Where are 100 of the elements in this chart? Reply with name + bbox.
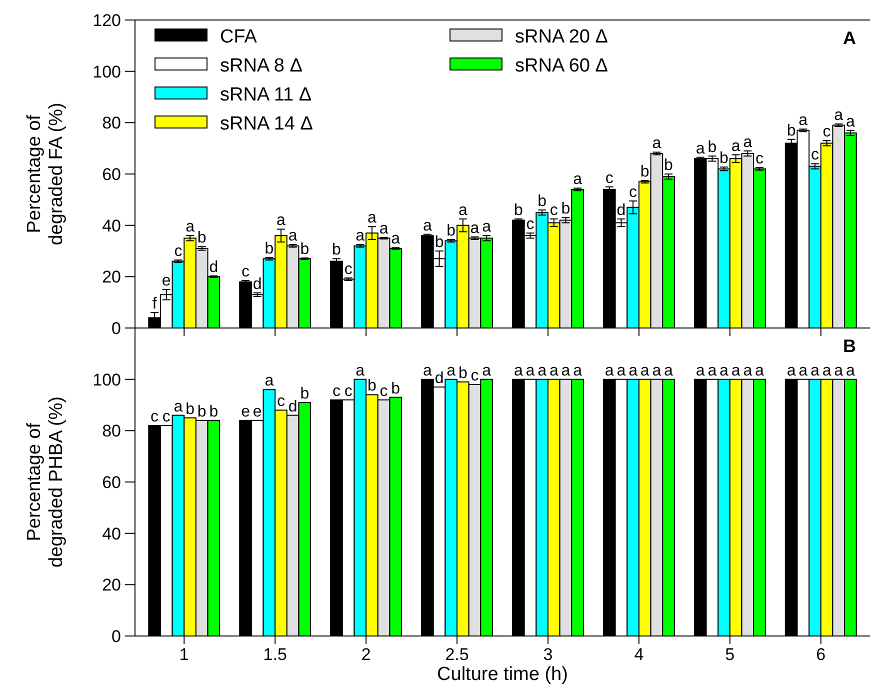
- data-label: a: [526, 362, 535, 380]
- x-tick-label: 4: [634, 645, 644, 664]
- legend-label: CFA: [220, 26, 258, 48]
- data-label: a: [573, 171, 582, 188]
- data-label: c: [550, 202, 558, 219]
- data-label: c: [162, 408, 170, 426]
- data-label: a: [652, 135, 662, 152]
- data-label: a: [379, 220, 388, 238]
- y-axis-title: Percentage of degraded FA (%): [24, 102, 67, 246]
- data-label: c: [629, 184, 638, 201]
- y-tick-label: 60: [102, 472, 121, 492]
- x-tick-label: 2.5: [445, 645, 469, 664]
- data-label: c: [332, 382, 340, 400]
- data-label: a: [798, 362, 808, 380]
- x-axis-title: Culture time (h): [437, 664, 568, 685]
- data-label: f: [152, 296, 158, 313]
- data-label: a: [652, 362, 662, 380]
- data-label: a: [640, 362, 650, 380]
- y-tick-label: 120: [92, 10, 121, 30]
- x-tick-label: 6: [816, 645, 826, 664]
- data-label: b: [434, 234, 444, 251]
- data-label: b: [786, 122, 796, 140]
- legend-label: sRNA 14 Δ: [220, 114, 314, 135]
- y-tick-label: 100: [92, 370, 121, 390]
- data-label: c: [810, 146, 819, 164]
- data-label: b: [197, 403, 206, 420]
- data-label: a: [755, 362, 764, 380]
- data-label: d: [209, 258, 218, 276]
- data-label: d: [434, 370, 444, 388]
- y-tick-label: 80: [102, 422, 121, 441]
- data-label: a: [786, 362, 796, 380]
- data-label: d: [616, 202, 626, 219]
- data-label: c: [344, 382, 352, 400]
- data-label: a: [720, 362, 729, 380]
- data-label: a: [356, 362, 365, 380]
- y-tick-label: 0: [112, 318, 121, 338]
- data-label: a: [664, 362, 674, 380]
- data-label: c: [755, 150, 764, 168]
- data-label: a: [731, 362, 740, 380]
- data-label: d: [288, 398, 298, 416]
- data-label: a: [288, 228, 298, 245]
- data-label: a: [356, 228, 365, 245]
- y-tick-label: 20: [102, 268, 121, 287]
- data-label: a: [561, 362, 570, 380]
- data-label: a: [573, 362, 582, 380]
- y-tick-label: 100: [92, 62, 121, 82]
- y-tick-label: 40: [102, 216, 121, 236]
- data-label: b: [197, 230, 206, 247]
- data-label: c: [344, 260, 352, 278]
- data-label: b: [640, 163, 650, 180]
- data-label: a: [276, 212, 286, 230]
- legend-label: sRNA 11 Δ: [220, 84, 312, 106]
- data-label: b: [538, 192, 547, 210]
- data-label: a: [514, 362, 523, 380]
- data-label: e: [162, 272, 171, 290]
- data-label: a: [423, 217, 432, 234]
- data-label: a: [446, 362, 456, 380]
- data-label: b: [264, 240, 274, 258]
- legend-label: sRNA 20 Δ: [515, 26, 608, 48]
- data-label: d: [252, 276, 262, 293]
- data-label: c: [242, 264, 250, 281]
- data-label: a: [482, 362, 492, 380]
- annotation: A: [843, 28, 856, 48]
- y-tick-label: 40: [102, 524, 121, 544]
- data-label: a: [846, 362, 855, 380]
- data-label: c: [150, 408, 159, 426]
- data-label: b: [561, 200, 570, 218]
- y-tick-label: 20: [102, 576, 121, 595]
- data-label: a: [731, 138, 740, 155]
- data-label: a: [696, 362, 705, 380]
- data-label: a: [186, 218, 195, 236]
- x-tick-label: 2: [361, 645, 371, 664]
- data-label: a: [470, 220, 480, 237]
- data-label: b: [446, 222, 456, 240]
- data-label: c: [380, 382, 388, 400]
- data-label: a: [264, 372, 274, 390]
- data-label: b: [300, 240, 310, 258]
- x-tick-label: 5: [725, 645, 735, 664]
- data-label: b: [391, 380, 400, 398]
- data-label: b: [664, 157, 674, 174]
- data-label: a: [834, 106, 844, 124]
- y-axis-title: Percentage of degraded PHBA (%): [24, 396, 67, 568]
- y-tick-label: 80: [102, 114, 121, 133]
- data-label: a: [846, 113, 855, 130]
- y-tick-label: 0: [112, 626, 121, 646]
- annotation: B: [843, 336, 856, 356]
- data-label: a: [708, 362, 717, 380]
- data-label: b: [514, 202, 523, 219]
- data-label: a: [696, 140, 705, 158]
- data-label: b: [300, 385, 310, 402]
- data-label: a: [458, 202, 468, 219]
- data-label: a: [538, 362, 547, 380]
- data-label: e: [241, 403, 250, 420]
- x-tick-label: 3: [543, 645, 553, 664]
- data-label: a: [616, 362, 626, 380]
- data-label: e: [252, 403, 262, 420]
- data-label: c: [526, 216, 534, 234]
- data-label: a: [423, 362, 432, 380]
- data-label: c: [470, 367, 479, 384]
- x-tick-label: 1: [179, 645, 189, 664]
